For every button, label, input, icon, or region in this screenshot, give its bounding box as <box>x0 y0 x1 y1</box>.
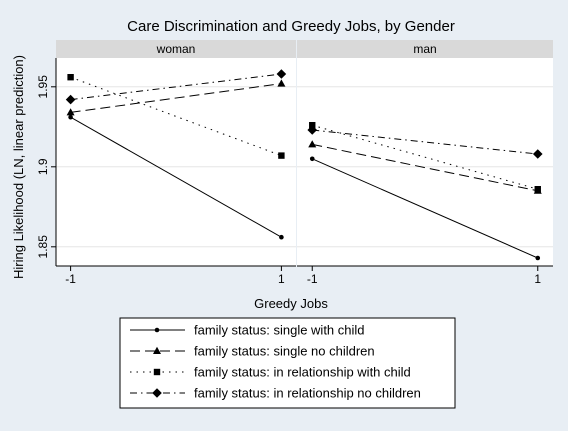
series-diamond <box>65 69 287 105</box>
series-circle <box>68 114 284 240</box>
data-point <box>279 234 284 240</box>
series-circle <box>309 156 541 261</box>
data-point <box>277 79 286 87</box>
x-tick-label: -1 <box>65 272 76 286</box>
plot-area <box>297 58 553 266</box>
series-line <box>70 83 282 113</box>
data-point <box>68 114 73 120</box>
data-point <box>534 186 541 193</box>
legend-item: family status: single no children <box>130 344 375 359</box>
legend: family status: single with child family s… <box>119 317 456 409</box>
series-triangle <box>66 79 286 116</box>
panel-header <box>297 40 553 58</box>
legend-label: family status: single no children <box>194 344 375 359</box>
legend-label: family status: in relationship no childr… <box>194 386 421 401</box>
y-axis-label: Hiring Likelihood (LN, linear prediction… <box>11 55 26 279</box>
y-tick-label: 1.9 <box>36 158 50 175</box>
y-tick-label: 1.95 <box>36 75 50 99</box>
data-point <box>307 125 318 135</box>
legend-marker <box>152 388 162 398</box>
panel-1: man -1 1 <box>297 40 553 286</box>
data-point <box>535 255 541 261</box>
legend-label: family status: single with child <box>194 323 365 338</box>
series-line <box>312 124 538 190</box>
x-tick-label: -1 <box>307 272 318 286</box>
x-tick-label: 1 <box>278 272 285 286</box>
series-diamond <box>307 125 543 159</box>
panel-header <box>56 40 296 58</box>
data-point <box>276 69 287 79</box>
x-axis-label: Greedy Jobs <box>254 296 328 311</box>
legend-marker <box>153 368 161 376</box>
legend-marker <box>153 346 161 354</box>
data-point <box>65 94 76 105</box>
chart-title: Care Discrimination and Greedy Jobs, by … <box>127 18 455 35</box>
legend-marker <box>154 327 160 333</box>
legend-item: family status: in relationship with chil… <box>130 365 411 380</box>
legend-box <box>119 317 456 409</box>
data-point <box>308 140 317 148</box>
panels-layer: woman -1 1 man -1 1 1.85 1.9 1.95 <box>36 40 553 286</box>
y-tick-label: 1.85 <box>36 235 50 259</box>
panel-title: man <box>413 42 436 56</box>
data-point <box>278 152 285 159</box>
legend-item: family status: in relationship no childr… <box>130 386 421 401</box>
data-point <box>532 149 543 159</box>
series-line <box>312 143 538 192</box>
series-line <box>70 116 282 238</box>
plot-area <box>56 58 296 266</box>
series-square <box>67 74 285 159</box>
data-point <box>66 108 75 116</box>
data-point <box>309 156 315 162</box>
legend-item: family status: single with child <box>130 323 365 338</box>
panel-0: woman -1 1 <box>56 40 296 286</box>
legend-label: family status: in relationship with chil… <box>194 365 411 380</box>
panel-title: woman <box>156 42 196 56</box>
x-tick-label: 1 <box>534 272 541 286</box>
data-point <box>67 74 74 81</box>
series-line <box>312 158 538 259</box>
series-line <box>312 129 538 155</box>
series-line <box>70 73 282 101</box>
